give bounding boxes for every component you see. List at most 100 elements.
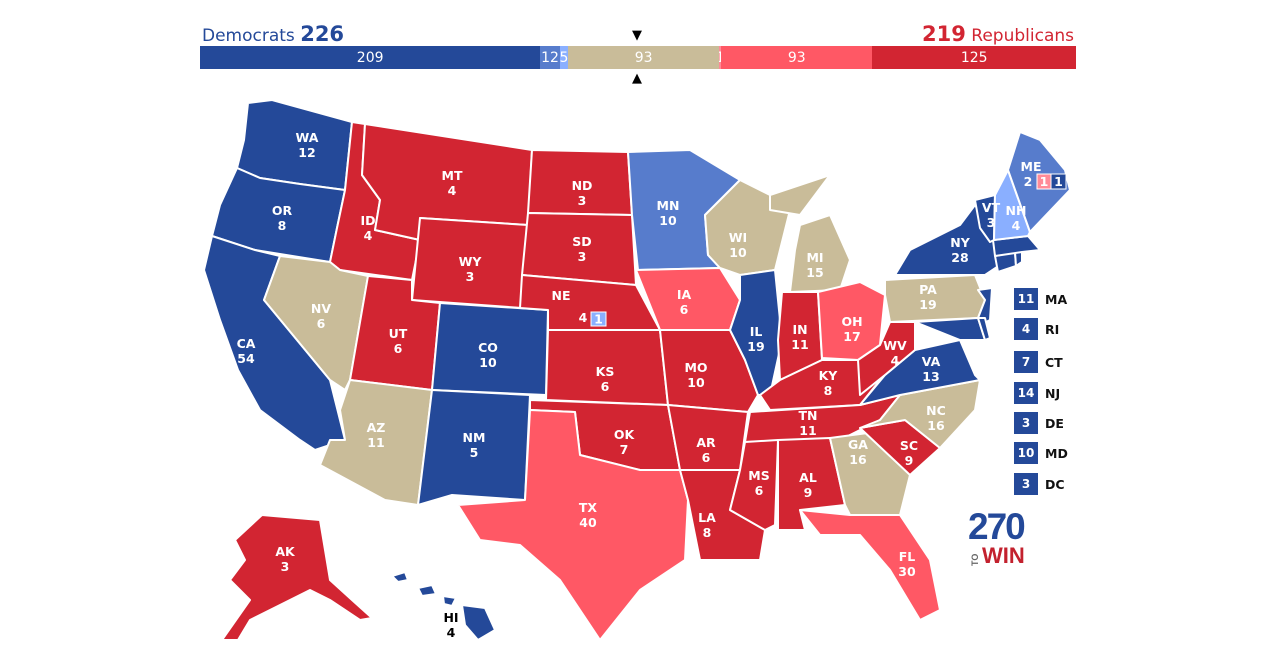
state-label-LA: LA8: [698, 510, 716, 540]
state-label-WV: WV4: [883, 338, 907, 368]
state-abbr-WA: WA: [296, 130, 319, 145]
me-district-1-label: 1: [1040, 174, 1049, 189]
state-abbr-NH: NH: [1006, 203, 1027, 218]
state-label-AR: AR6: [696, 435, 716, 465]
republicans-label: Republicans: [971, 26, 1074, 46]
state-abbr-WY: WY: [459, 254, 483, 269]
marker-down-icon: ▼: [632, 28, 642, 43]
state-label-SC: SC9: [900, 438, 918, 468]
state-ev-WV: 4: [891, 353, 900, 368]
state-ev-SC: 9: [905, 453, 914, 468]
legend-row-dc: 3 DC: [1014, 473, 1065, 495]
state-VT[interactable]: [974, 194, 996, 243]
state-ev-HI: 4: [447, 625, 456, 640]
legend-state-name: MA: [1045, 291, 1068, 307]
state-ev-OR: 8: [278, 218, 287, 233]
me-district-boxes: 1 1: [1036, 173, 1067, 190]
state-TX[interactable]: [457, 409, 689, 641]
state-MD[interactable]: [914, 317, 986, 341]
legend-row-md: 10 MD: [1014, 442, 1068, 464]
state-RI[interactable]: [1014, 251, 1023, 267]
logo-win: WIN: [982, 543, 1025, 568]
state-ev-OH: 17: [843, 329, 860, 344]
state-NM[interactable]: [417, 389, 531, 506]
state-FL[interactable]: [799, 509, 941, 621]
state-label-MT: MT4: [442, 168, 463, 198]
state-IL[interactable]: [729, 269, 783, 396]
state-abbr-MS: MS: [748, 468, 769, 483]
state-abbr-GA: GA: [848, 437, 868, 452]
state-ev-ND: 3: [578, 193, 587, 208]
bar-segment-2: 5: [559, 46, 568, 69]
state-abbr-VT: VT: [982, 200, 1001, 215]
state-abbr-AL: AL: [799, 470, 817, 485]
legend-ev-box: 7: [1014, 351, 1038, 373]
state-ev-AZ: 11: [367, 435, 384, 450]
logo-to: TO: [970, 553, 980, 566]
state-ev-IL: 19: [747, 339, 764, 354]
state-abbr-SD: SD: [572, 234, 591, 249]
state-AK[interactable]: [221, 514, 373, 641]
state-ev-CA: 54: [237, 351, 255, 366]
state-ev-GA: 16: [849, 452, 867, 467]
state-ev-NM: 5: [470, 445, 479, 460]
state-label-UT: UT6: [389, 326, 408, 356]
state-abbr-KY: KY: [819, 368, 839, 383]
state-ev-KY: 8: [824, 383, 833, 398]
state-label-NM: NM5: [463, 430, 486, 460]
me-district-2-label: 1: [1054, 174, 1063, 189]
state-label-NE: NE 4: [551, 288, 587, 325]
state-label-AL: AL9: [799, 470, 817, 500]
legend-row-nj: 14 NJ: [1014, 382, 1060, 404]
legend-state-name: MD: [1045, 445, 1068, 461]
state-ev-KS: 6: [601, 379, 610, 394]
legend-row-de: 3 DE: [1014, 412, 1064, 434]
state-ev-LA: 8: [703, 525, 712, 540]
bar-segment-3: 93: [567, 46, 720, 69]
state-abbr-AK: AK: [275, 544, 296, 559]
state-ev-ME: 2: [1024, 174, 1033, 189]
state-DE[interactable]: [977, 317, 991, 341]
state-abbr-WI: WI: [729, 230, 747, 245]
state-label-IA: IA6: [677, 287, 692, 317]
state-label-OK: OK7: [614, 427, 636, 457]
state-label-KS: KS6: [596, 364, 615, 394]
ne-district-box: 1: [590, 311, 607, 327]
state-ev-ID: 4: [364, 228, 373, 243]
state-abbr-FL: FL: [899, 549, 916, 564]
logo-number: 270: [968, 506, 1026, 547]
state-HI[interactable]: [391, 571, 496, 641]
legend-ev-box: 10: [1014, 442, 1038, 464]
state-ev-MI: 15: [806, 265, 823, 280]
state-ev-CO: 10: [479, 355, 497, 370]
state-abbr-ID: ID: [360, 213, 375, 228]
state-ev-WA: 12: [298, 145, 315, 160]
state-NH[interactable]: [993, 169, 1031, 241]
state-label-ME: ME2: [1021, 159, 1042, 189]
legend-ev-box: 11: [1014, 288, 1038, 310]
republicans-total: 219 Republicans: [922, 22, 1074, 46]
ne-district-label: 1: [594, 312, 603, 327]
state-WV[interactable]: [857, 321, 916, 396]
state-abbr-ND: ND: [572, 178, 593, 193]
state-abbr-IA: IA: [677, 287, 692, 302]
state-label-NH: NH4: [1006, 203, 1027, 233]
electoral-header: Democrats 226 219 Republicans ▼ ▲ 209 12 5…: [200, 18, 1076, 85]
bar-segment-5: 93: [721, 46, 873, 69]
state-abbr-CO: CO: [478, 340, 498, 355]
state-label-ND: ND3: [572, 178, 593, 208]
bar-segment-6: 125: [872, 46, 1076, 69]
marker-up-icon: ▲: [632, 71, 642, 86]
state-abbr-OH: OH: [841, 314, 862, 329]
state-ev-OK: 7: [620, 442, 629, 457]
